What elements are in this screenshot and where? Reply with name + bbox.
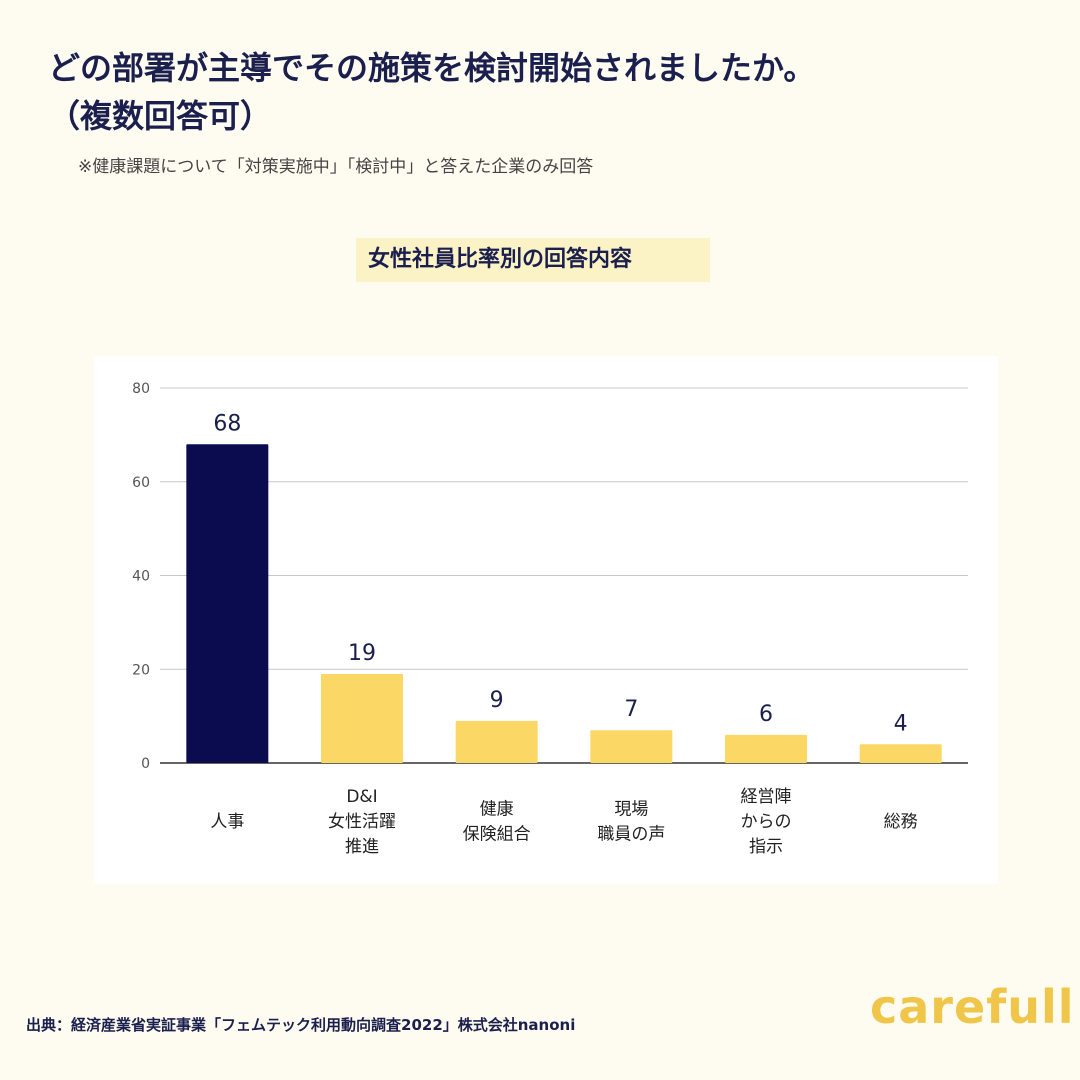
note-text: ※健康課題について「対策実施中」「検討中」と答えた企業のみ回答 [78, 157, 594, 177]
data-label: 7 [624, 697, 638, 722]
y-tick-label: 40 [132, 569, 150, 585]
y-tick-label: 0 [141, 756, 150, 772]
x-category-label: 推進 [345, 837, 379, 857]
bar [590, 730, 673, 763]
y-tick-label: 20 [132, 662, 150, 678]
data-label: 19 [348, 641, 376, 666]
chart-panel: 0 20 40 60 80 68 人事 19 D&I 女性活躍推進 9 健康保険組合 7 現場職員の声 6 経… [94, 356, 998, 884]
x-category-label: 職員の声 [597, 825, 665, 845]
x-category-label: 健康 [480, 800, 514, 820]
x-category-label: からの [741, 812, 792, 832]
bar [455, 720, 538, 763]
bar [725, 734, 807, 763]
source-citation: 出典：経済産業省実証事業「フェムテック利用動向調査2022」株式会社nanoni [26, 1016, 576, 1034]
x-category-label: 女性活躍 [328, 812, 396, 832]
data-label: 68 [213, 411, 241, 436]
y-tick-label: 60 [132, 475, 150, 491]
x-category-label: 現場 [614, 800, 648, 820]
x-category-label: 人事 [210, 812, 244, 832]
title-line-1: どの部署が主導でその施策を検討開始されましたか。 [48, 49, 816, 87]
chart-subtitle: 女性社員比率別の回答内容 [356, 238, 710, 282]
data-label: 6 [759, 702, 773, 727]
bar [321, 673, 403, 763]
y-tick-label: 80 [132, 381, 150, 397]
data-label: 4 [894, 711, 908, 736]
title-line-2: （複数回答可） [48, 97, 273, 135]
brand-logo: carefull [870, 980, 1075, 1034]
page-title: どの部署が主導でその施策を検討開始されましたか。 （複数回答可） [48, 44, 815, 140]
x-category-label: 経営陣 [741, 787, 792, 807]
x-category-label: 指示 [749, 837, 783, 857]
x-category-label: 総務 [884, 812, 918, 832]
bar [186, 444, 269, 763]
bar [859, 744, 942, 763]
data-label: 9 [490, 688, 504, 713]
x-category-label: 保険組合 [463, 825, 531, 845]
x-category-label: D&I [346, 787, 377, 807]
